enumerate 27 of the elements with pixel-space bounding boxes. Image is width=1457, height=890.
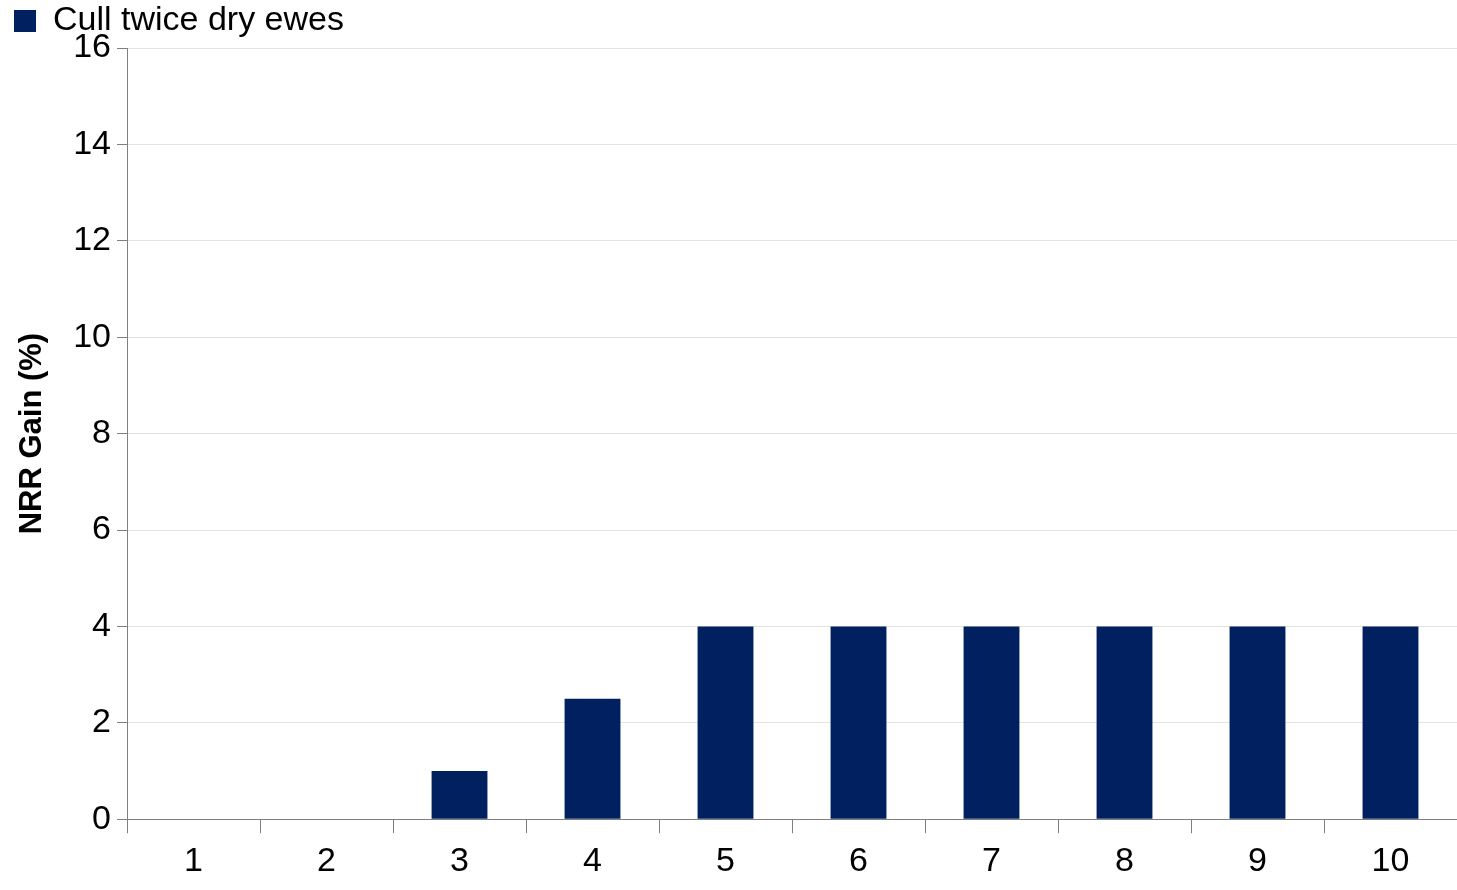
x-tick-label: 7 <box>982 839 1001 878</box>
bar <box>1096 626 1153 819</box>
bar <box>431 771 488 819</box>
bar <box>1229 626 1286 819</box>
y-axis-title: NRR Gain (%) <box>13 332 49 535</box>
x-tick-label: 10 <box>1371 839 1410 878</box>
bar <box>963 626 1020 819</box>
x-tick-label: 5 <box>716 839 735 878</box>
x-tick-label: 1 <box>184 839 203 878</box>
y-tick-label: 2 <box>92 701 112 740</box>
bar <box>1362 626 1419 819</box>
x-tick-label: 4 <box>583 839 602 878</box>
y-tick-label: 10 <box>73 315 112 354</box>
y-tick-label: 14 <box>73 122 112 161</box>
x-tick-label: 6 <box>849 839 868 878</box>
y-tick-label: 6 <box>92 508 112 547</box>
x-tick-label: 2 <box>317 839 336 878</box>
y-tick-label: 8 <box>92 411 112 450</box>
x-tick-label: 9 <box>1248 839 1267 878</box>
y-tick-label: 0 <box>92 797 112 836</box>
x-tick-label: 8 <box>1115 839 1134 878</box>
bar <box>564 698 621 819</box>
bar <box>697 626 754 819</box>
x-tick-label: 3 <box>450 839 469 878</box>
y-tick-label: 12 <box>73 219 112 258</box>
y-tick-label: 4 <box>92 604 112 643</box>
bar <box>830 626 887 819</box>
